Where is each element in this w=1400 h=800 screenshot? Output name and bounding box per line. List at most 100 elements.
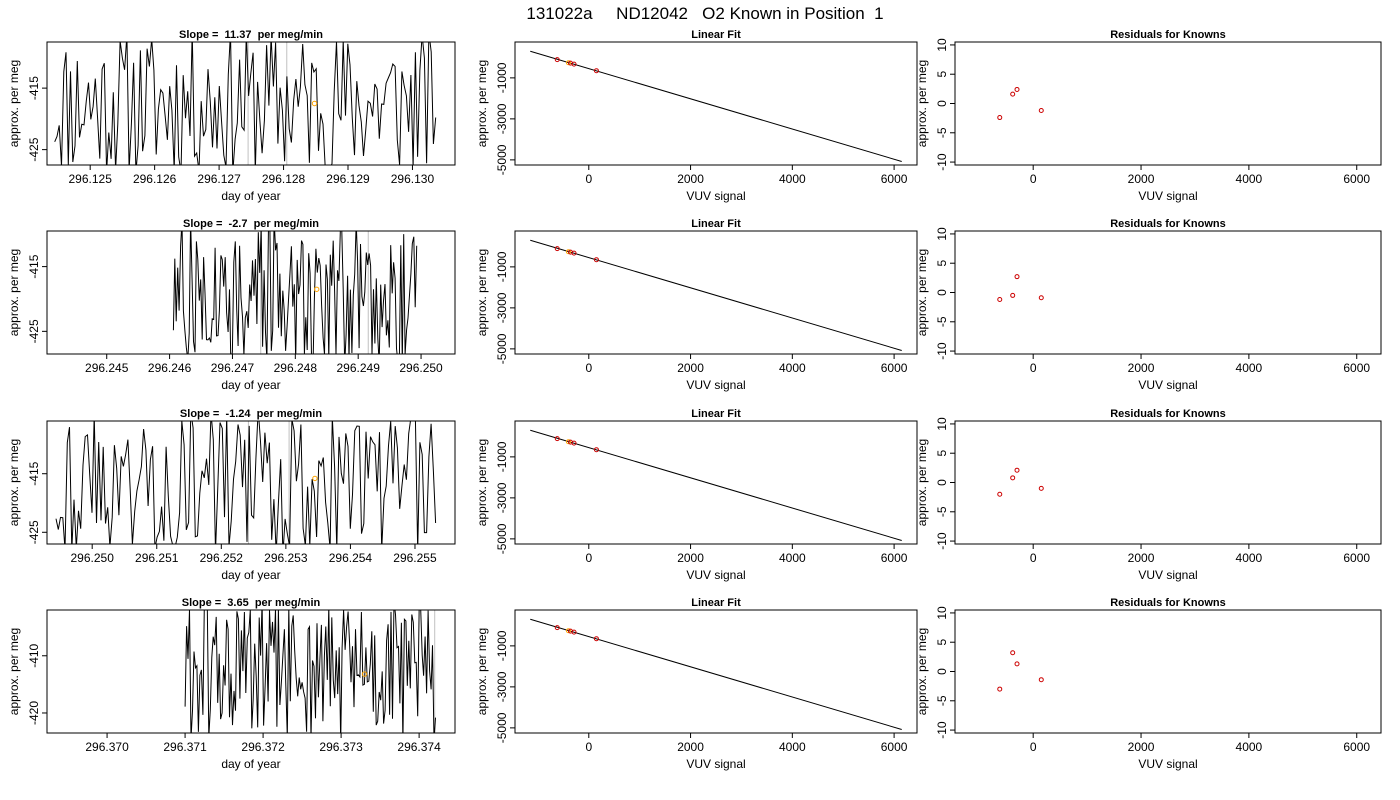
plot-area	[530, 429, 902, 541]
data-point	[565, 60, 571, 66]
residual-point	[1010, 292, 1016, 298]
plot-frame	[514, 420, 918, 545]
y-tick-label: -1000	[495, 441, 509, 472]
y-tick-label: -5	[935, 695, 949, 706]
x-tick-label: 0	[585, 551, 592, 565]
trace-line	[55, 421, 437, 544]
x-tick-label: 0	[585, 740, 592, 754]
data-point	[593, 257, 599, 263]
y-tick-label: 0	[935, 100, 949, 107]
x-tick-label: 296.248	[274, 361, 318, 375]
plot-frame	[954, 420, 1382, 545]
highlight-point	[312, 475, 318, 482]
y-tick-label: 10	[935, 227, 949, 241]
data-point	[571, 250, 577, 256]
x-tick-label: 4000	[779, 361, 806, 375]
x-tick-label: 2000	[1128, 172, 1155, 186]
plot-frame	[514, 230, 918, 355]
panel-linear-fit-4: 0 2000 4000 6000 -1000 -3000 -5000 Linear Fit VU…	[475, 597, 918, 771]
residual-point	[1010, 91, 1016, 97]
x-tick-label: 6000	[1343, 740, 1370, 754]
y-tick-label: -5000	[495, 523, 509, 554]
data-point	[571, 61, 577, 67]
x-tick-label: 0	[585, 172, 592, 186]
panel-title: Linear Fit	[691, 408, 741, 420]
panel-title: Slope = 3.65 per meg/min	[182, 597, 321, 609]
y-tick-label: -3000	[495, 103, 509, 134]
y-tick-label: -420	[27, 701, 41, 725]
y-tick-label: -5	[935, 506, 949, 517]
data-point	[593, 68, 599, 74]
plot-frame	[46, 230, 456, 355]
fit-line	[530, 429, 902, 541]
x-tick-label: 4000	[779, 740, 806, 754]
y-tick-label: -425	[27, 520, 41, 544]
y-tick-label: -1000	[495, 62, 509, 93]
x-tick-label: 296.128	[262, 172, 306, 186]
y-tick-label: -3000	[495, 292, 509, 323]
plot-area	[530, 239, 902, 351]
x-tick-label: 6000	[881, 361, 908, 375]
x-tick-label: 0	[1030, 551, 1037, 565]
data-point	[565, 249, 571, 255]
data-point	[593, 447, 599, 453]
x-tick-label: 296.254	[329, 551, 373, 565]
x-tick-label: 6000	[881, 551, 908, 565]
panel-title: Linear Fit	[691, 218, 741, 230]
y-axis-label: approx. per meg	[915, 628, 929, 715]
x-axis-label: VUV signal	[1138, 757, 1197, 771]
x-axis-label: day of year	[221, 757, 280, 771]
y-tick-label: -5	[935, 127, 949, 138]
plot-frame	[954, 609, 1382, 734]
panel-linear-fit-3: 0 2000 4000 6000 -1000 -3000 -5000 Linear Fit VU…	[475, 408, 918, 582]
x-tick-label: 296.249	[336, 361, 380, 375]
plot-frame	[514, 41, 918, 166]
y-tick-label: -1000	[495, 630, 509, 661]
x-tick-label: 2000	[1128, 361, 1155, 375]
y-tick-label: -5	[935, 316, 949, 327]
residual-point	[1038, 108, 1044, 114]
x-tick-label: 296.126	[133, 172, 177, 186]
residual-point	[997, 686, 1003, 692]
y-tick-label: -3000	[495, 671, 509, 702]
y-tick-label: 0	[935, 668, 949, 675]
panel-residuals-3: 0 2000 4000 6000 10 5 0 -5 -10 Residuals for Know…	[915, 408, 1382, 582]
x-tick-label: 4000	[1236, 740, 1263, 754]
residual-point	[1010, 475, 1016, 481]
y-tick-label: -10	[935, 721, 949, 739]
residual-point	[1014, 467, 1020, 473]
plot-frame	[954, 41, 1382, 166]
y-tick-label: -10	[935, 342, 949, 360]
y-tick-label: -425	[27, 137, 41, 161]
y-axis-label: approx. per meg	[475, 439, 489, 526]
y-axis-label: approx. per meg	[915, 249, 929, 336]
data-point	[571, 440, 577, 446]
residual-point	[997, 491, 1003, 497]
y-axis-label: approx. per meg	[475, 628, 489, 715]
y-tick-label: 0	[935, 479, 949, 486]
panel-title: Slope = -2.7 per meg/min	[183, 218, 319, 230]
x-axis-label: VUV signal	[686, 378, 745, 392]
x-axis-label: VUV signal	[686, 757, 745, 771]
data-point	[571, 629, 577, 635]
x-tick-label: 296.372	[241, 740, 285, 754]
x-axis-label: VUV signal	[686, 189, 745, 203]
x-tick-label: 4000	[1236, 172, 1263, 186]
panel-time-series-2: 296.245 296.246 296.247 296.248 296.249 296.2…	[7, 218, 456, 392]
plot-area	[997, 467, 1044, 497]
residual-point	[997, 297, 1003, 303]
x-tick-label: 296.252	[200, 551, 244, 565]
x-tick-label: 296.247	[211, 361, 255, 375]
plot-area	[997, 274, 1044, 303]
x-tick-label: 6000	[1343, 361, 1370, 375]
x-tick-label: 296.253	[264, 551, 308, 565]
y-axis-label: approx. per meg	[475, 60, 489, 147]
x-tick-label: 296.246	[148, 361, 192, 375]
panel-title: Residuals for Knowns	[1110, 597, 1226, 609]
x-tick-label: 0	[1030, 740, 1037, 754]
x-tick-label: 296.125	[68, 172, 112, 186]
plot-frame	[46, 41, 456, 166]
panel-time-series-1: 296.125 296.126 296.127 296.128 296.129 296.1…	[7, 29, 456, 203]
x-tick-label: 0	[585, 361, 592, 375]
